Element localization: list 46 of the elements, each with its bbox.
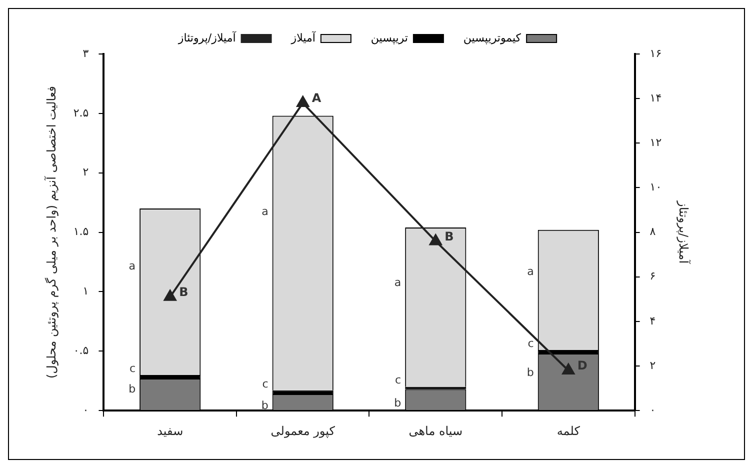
- y2-tick-label: ۱۶: [650, 46, 662, 60]
- y2-tick-label: ۲: [650, 358, 656, 372]
- data-label: b: [526, 366, 534, 380]
- data-label: c: [130, 362, 136, 375]
- y2-tick-label: ۰: [650, 403, 656, 416]
- data-label: b: [128, 382, 136, 396]
- x-tick-label: کلمه: [556, 424, 580, 438]
- y2-tick-label: ۱۲: [650, 136, 662, 150]
- y-tick-label: ۳: [82, 46, 89, 60]
- y-tick-label: ۰.۵: [73, 344, 89, 358]
- y-tick-label: ۲.۵: [73, 106, 89, 120]
- data-label: b: [261, 398, 268, 412]
- point: [164, 290, 176, 301]
- data-label: c: [395, 374, 402, 387]
- data-label: a: [262, 204, 268, 218]
- data-label: a: [394, 276, 402, 290]
- point: [562, 363, 575, 374]
- data-label: a: [527, 264, 534, 278]
- y2-tick-label: ۸: [650, 225, 656, 238]
- y2-tick-label: ۱۰: [650, 180, 662, 194]
- y2-tick-label: ۶: [650, 270, 656, 283]
- data-label: B: [179, 285, 188, 300]
- data-label: c: [528, 336, 534, 350]
- data-label: D: [577, 358, 588, 373]
- data-label: a: [128, 260, 136, 273]
- x-tick-label: سفید: [157, 424, 184, 438]
- legend-label: تریپسین: [370, 31, 408, 44]
- y-tick-label: ۱: [82, 284, 89, 298]
- x-tick-label: کپور معمولی: [270, 424, 336, 438]
- point: [296, 96, 310, 108]
- x-tick-label: سیاه ماهی: [408, 424, 463, 438]
- y-tick-label: ۲: [82, 166, 89, 179]
- data-label: A: [312, 91, 322, 106]
- legend-label: آمیلاز/پروتئاز: [177, 30, 237, 44]
- y-tick-label: ۱.۵: [73, 225, 89, 238]
- point: [429, 234, 442, 246]
- y-axis-title: فعالیت اختصاصی آنزیم (واحد بر میلی گرم پروتئین محلول): [43, 86, 58, 379]
- y2-tick-label: ۴: [650, 314, 656, 328]
- y2-axis-title: آمیلاز/پروتئاز: [676, 200, 692, 264]
- y-tick-label: ۰: [82, 403, 89, 416]
- data-label: b: [394, 396, 402, 410]
- data-label: B: [444, 229, 454, 244]
- data-label: c: [262, 377, 268, 390]
- legend-label: آمیلاز: [290, 30, 316, 44]
- legend-label: کیموتریپسین: [463, 31, 522, 44]
- y2-tick-label: ۱۴: [650, 91, 662, 104]
